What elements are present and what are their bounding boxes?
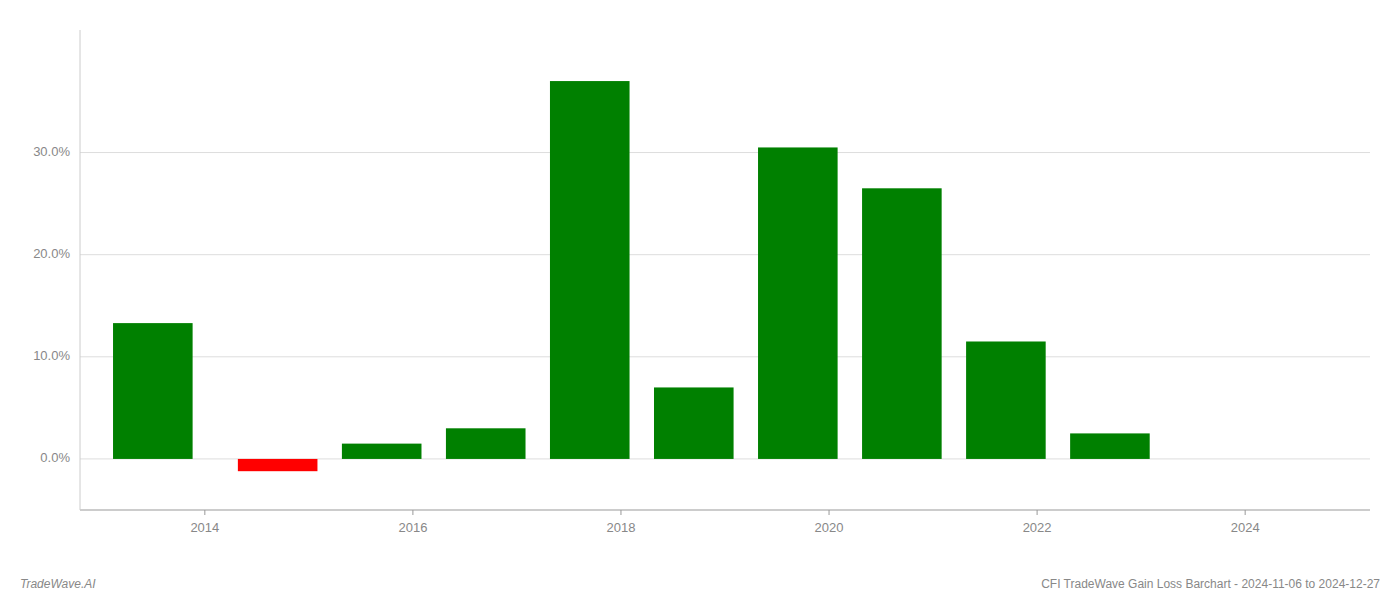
bar — [342, 444, 422, 459]
y-grid — [80, 153, 1370, 459]
y-tick-label: 30.0% — [33, 144, 70, 159]
bar — [654, 387, 734, 458]
grid-line — [80, 152, 1370, 153]
y-tick-label: 10.0% — [33, 348, 70, 363]
bar — [966, 341, 1046, 458]
y-axis-line — [80, 30, 81, 510]
bar — [238, 459, 318, 471]
bar — [1174, 458, 1254, 459]
x-tick — [829, 510, 830, 515]
bar — [1070, 433, 1150, 459]
chart: 0.0% 10.0% 20.0% 30.0% 2014 2016 2018 2020 2022 2… — [0, 0, 1400, 600]
bar — [758, 147, 838, 458]
x-tick-label: 2024 — [1231, 520, 1260, 535]
footer-left: TradeWave.AI — [20, 577, 96, 591]
x-axis-line — [80, 509, 1370, 510]
x-tick-label: 2014 — [190, 520, 219, 535]
x-tick — [1037, 510, 1038, 515]
x-tick — [204, 510, 205, 515]
x-tick — [412, 510, 413, 515]
bar — [446, 428, 526, 459]
y-tick-label: 0.0% — [40, 450, 70, 465]
x-tick-label: 2020 — [815, 520, 844, 535]
y-tick-label: 20.0% — [33, 246, 70, 261]
footer-right: CFI TradeWave Gain Loss Barchart - 2024-… — [1041, 577, 1380, 591]
grid-line — [80, 356, 1370, 357]
x-tick — [620, 510, 621, 515]
x-tick — [1245, 510, 1246, 515]
bar — [113, 323, 193, 459]
grid-line — [80, 254, 1370, 255]
x-tick-label: 2022 — [1023, 520, 1052, 535]
bar — [862, 188, 942, 459]
bars — [113, 81, 1150, 471]
x-tick-label: 2018 — [607, 520, 636, 535]
bar — [550, 81, 630, 459]
x-tick-label: 2016 — [398, 520, 427, 535]
